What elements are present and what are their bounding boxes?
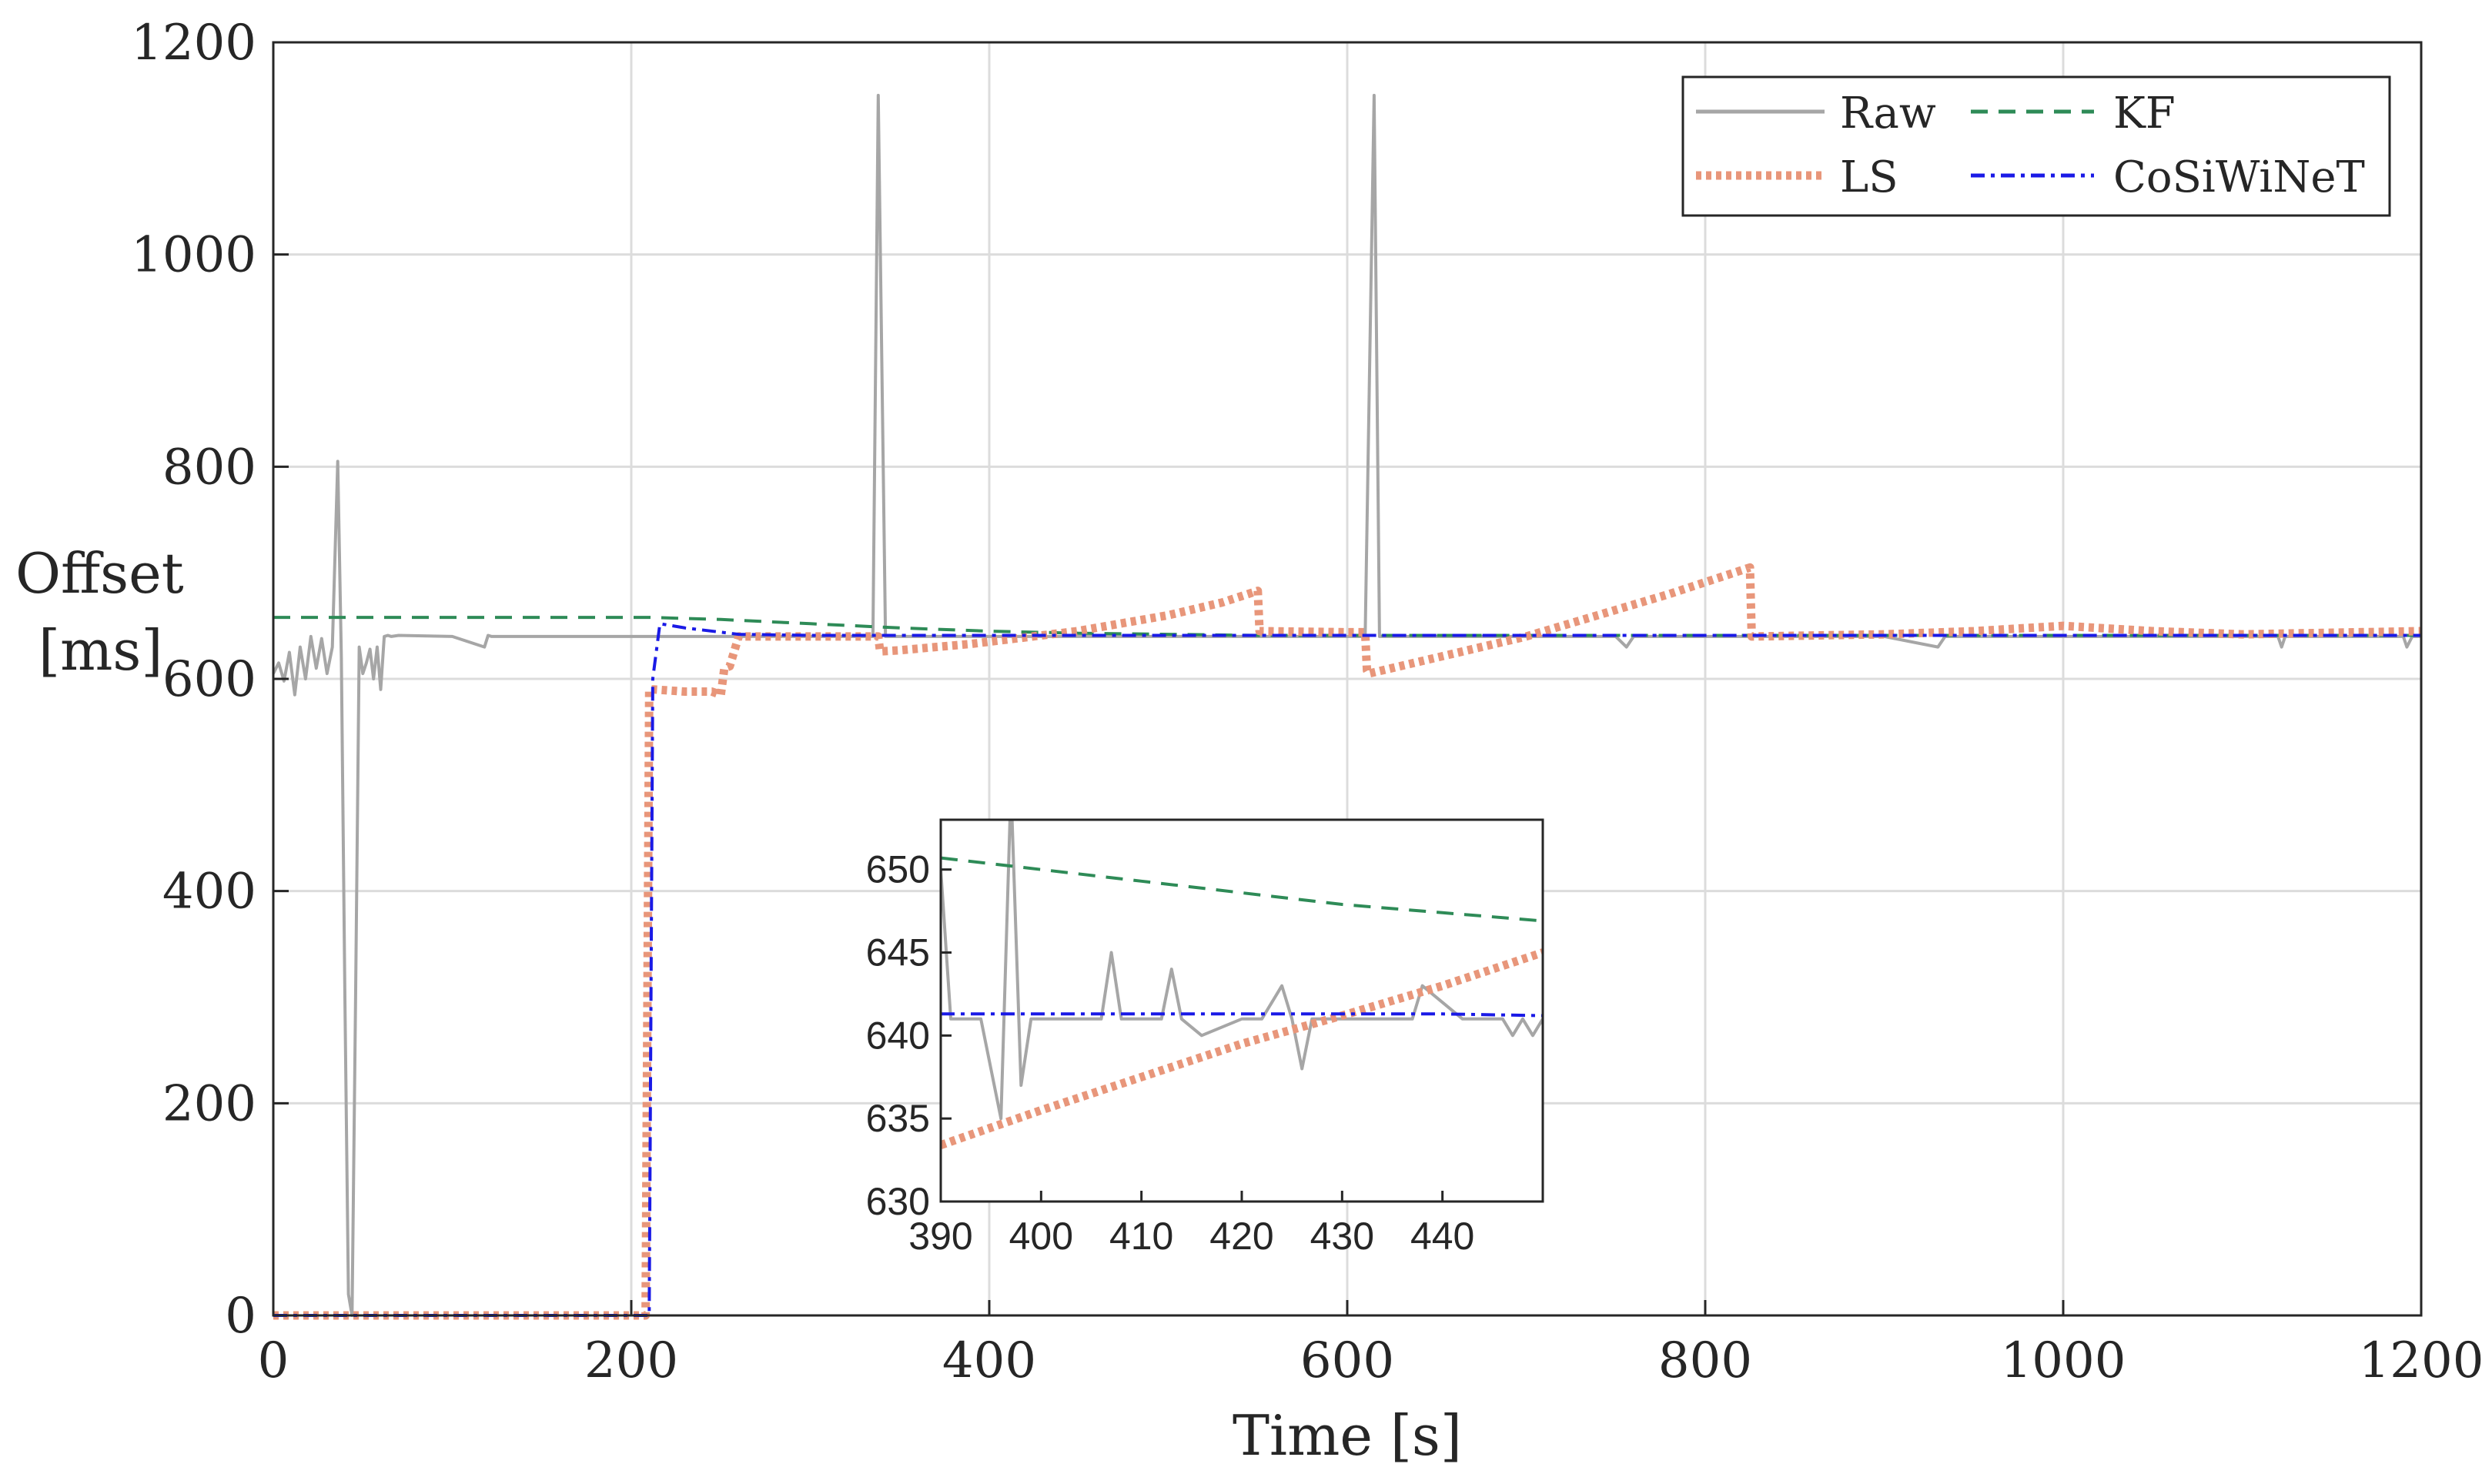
legend-box — [1681, 75, 2391, 217]
y-tick-label: 1000 — [131, 227, 256, 284]
inset-x-tick-label: 390 — [908, 1215, 972, 1258]
inset-ticks: 390 400 410 420 430 440 630 635 640 645 650 — [866, 848, 1475, 1258]
x-tick-label: 800 — [1658, 1332, 1752, 1389]
x-tick-label: 0 — [258, 1332, 289, 1389]
inset-y-tick-label: 645 — [866, 931, 930, 974]
legend-label-ls: LS — [1840, 152, 1898, 202]
inset-y-tick-label: 640 — [866, 1014, 930, 1057]
x-tick-label: 400 — [942, 1332, 1036, 1389]
y-tick-label: 400 — [162, 864, 256, 921]
inset-x-tick-label: 430 — [1310, 1215, 1374, 1258]
inset-y-tick-label: 650 — [866, 848, 930, 891]
inset-series-line-raw — [941, 820, 1543, 1121]
y-axis-label-line2: [ms] — [38, 618, 162, 683]
inset-x-tick-label: 400 — [1009, 1215, 1073, 1258]
legend-label-raw: Raw — [1840, 89, 1936, 139]
inset-y-tick-label: 635 — [866, 1097, 930, 1140]
inset-background — [941, 820, 1543, 1202]
y-tick-label: 800 — [162, 439, 256, 496]
y-tick-label: 1200 — [131, 15, 256, 72]
inset-x-tick-label: 410 — [1109, 1215, 1173, 1258]
inset-x-tick-label: 440 — [1410, 1215, 1474, 1258]
x-tick-label: 1000 — [2001, 1332, 2126, 1389]
y-tick-label: 200 — [162, 1075, 256, 1132]
inset-series-line-cosiwinet — [941, 1012, 1543, 1018]
y-tick-label: 600 — [162, 651, 256, 708]
inset-series — [941, 820, 1543, 1149]
x-tick-label: 200 — [584, 1332, 678, 1389]
x-tick-label: 1200 — [2359, 1332, 2482, 1389]
main-series — [272, 93, 2422, 1320]
inset-series-line-kf — [941, 856, 1543, 923]
inset-chart: 390 400 410 420 430 440 630 635 640 645 650 — [866, 818, 1544, 1258]
x-tick-label: 600 — [1300, 1332, 1394, 1389]
legend-label-kf: KF — [2113, 89, 2176, 139]
y-axis-label-line1: Offset — [15, 541, 184, 606]
y-tick-label: 0 — [225, 1288, 256, 1345]
x-axis-label: Time [s] — [1233, 1403, 1462, 1468]
inset-y-tick-label: 630 — [866, 1180, 930, 1223]
inset-x-tick-label: 420 — [1209, 1215, 1273, 1258]
main-ticks: 0 200 400 600 800 1000 1200 0 200 400 600 800 1000 12… — [131, 15, 2482, 1389]
series-line-cosiwinet — [273, 622, 2421, 1317]
legend-label-cosiwinet: CoSiWiNeT — [2113, 152, 2365, 202]
legend: Raw KF LS CoSiWiNeT — [1681, 75, 2391, 217]
